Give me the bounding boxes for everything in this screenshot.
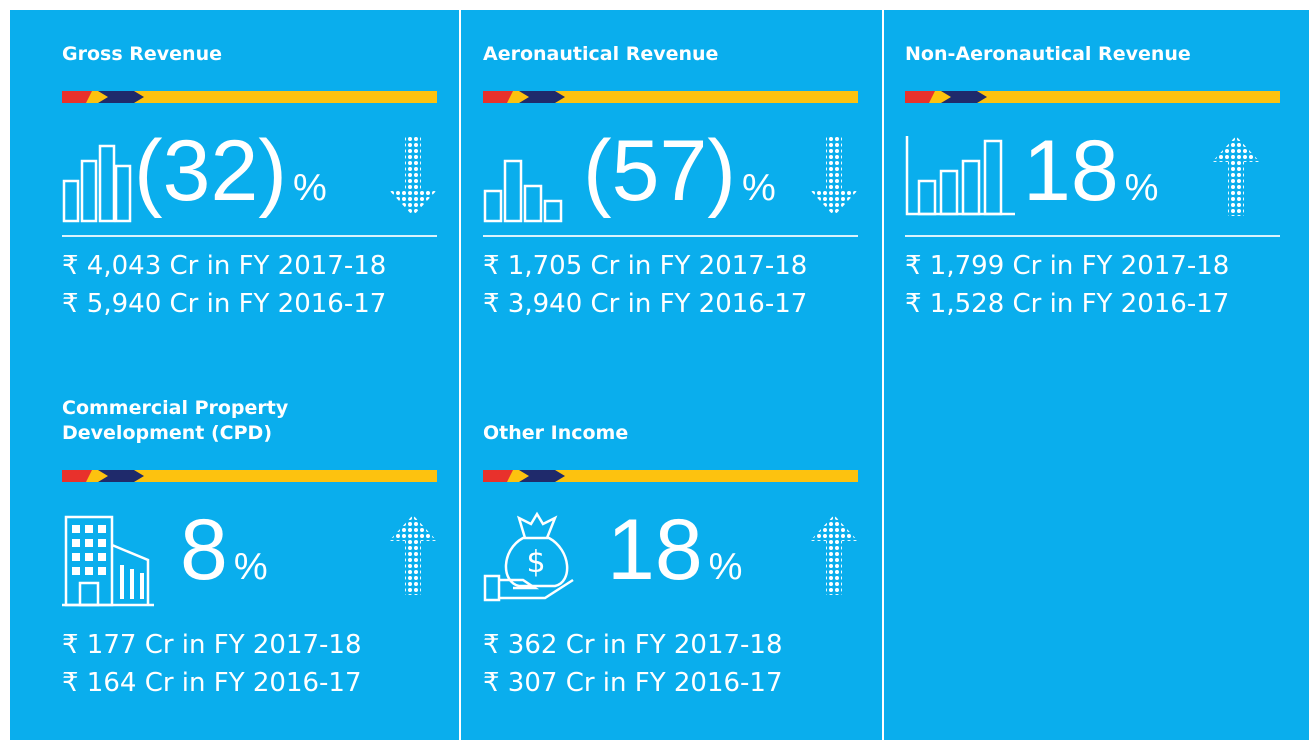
- svg-text:$: $: [526, 545, 545, 580]
- line: ₹ 307 Cr in FY 2016-17: [483, 668, 783, 698]
- line: ₹ 1,799 Cr in FY 2017-18: [905, 251, 1230, 281]
- line: ₹ 3,940 Cr in FY 2016-17: [483, 289, 808, 319]
- bar-icon: [62, 144, 132, 223]
- card: Other Income $ 18% ₹ 362 Cr in FY 2017-1…: [483, 422, 858, 720]
- change: (32)%: [134, 121, 327, 238]
- panel: [10, 10, 1309, 740]
- building-icon: [62, 515, 154, 607]
- change-value: 8: [180, 502, 228, 598]
- line: ₹ 5,940 Cr in FY 2016-17: [62, 289, 387, 319]
- bar-icon: [905, 136, 1015, 216]
- unit: %: [233, 546, 268, 588]
- down-arrow: [810, 136, 858, 216]
- up-arrow: [810, 515, 858, 595]
- up-arrow: [389, 515, 437, 595]
- change-value: (32): [134, 123, 287, 219]
- line: ₹ 177 Cr in FY 2017-18: [62, 630, 362, 660]
- money-icon: $: [483, 511, 574, 602]
- line: ₹ 164 Cr in FY 2016-17: [62, 668, 362, 698]
- line: ₹ 362 Cr in FY 2017-18: [483, 630, 783, 660]
- unit: %: [708, 546, 743, 588]
- change: 18%: [607, 500, 742, 617]
- card-title: Gross Revenue: [62, 43, 222, 65]
- up-arrow: [1212, 136, 1260, 216]
- stripe: [62, 470, 437, 482]
- change: 18%: [1023, 121, 1158, 238]
- change-value: 18: [607, 502, 703, 598]
- card-title: Aeronautical Revenue: [483, 43, 719, 65]
- stripe: [483, 470, 858, 482]
- change-value: (57): [583, 123, 736, 219]
- stripe: [62, 91, 437, 103]
- card: Gross Revenue (32)% ₹ 4,043 Cr in FY 201…: [62, 43, 437, 341]
- card-title: Commercial Property Development (CPD): [62, 397, 289, 444]
- down-arrow: [389, 136, 437, 216]
- change: 8%: [180, 500, 268, 617]
- line: ₹ 4,043 Cr in FY 2017-18: [62, 251, 387, 281]
- divider: [459, 10, 461, 740]
- card-title: Other Income: [483, 422, 629, 444]
- unit: %: [741, 167, 776, 209]
- rule: [483, 235, 858, 237]
- change: (57)%: [583, 121, 776, 238]
- divider: [882, 10, 884, 740]
- bar-icon: [483, 159, 563, 223]
- rule: [62, 235, 437, 237]
- card: Commercial Property Development (CPD) 8%…: [62, 397, 437, 720]
- unit: %: [292, 167, 327, 209]
- line: ₹ 1,528 Cr in FY 2016-17: [905, 289, 1230, 319]
- line: ₹ 1,705 Cr in FY 2017-18: [483, 251, 808, 281]
- rule: [905, 235, 1280, 237]
- card: Aeronautical Revenue (57)% ₹ 1,705 Cr in…: [483, 43, 858, 341]
- stripe: [905, 91, 1280, 103]
- card-title: Non-Aeronautical Revenue: [905, 43, 1191, 65]
- card: Non-Aeronautical Revenue 18% ₹ 1,799 Cr …: [905, 43, 1280, 341]
- stripe: [483, 91, 858, 103]
- change-value: 18: [1023, 123, 1119, 219]
- unit: %: [1124, 167, 1159, 209]
